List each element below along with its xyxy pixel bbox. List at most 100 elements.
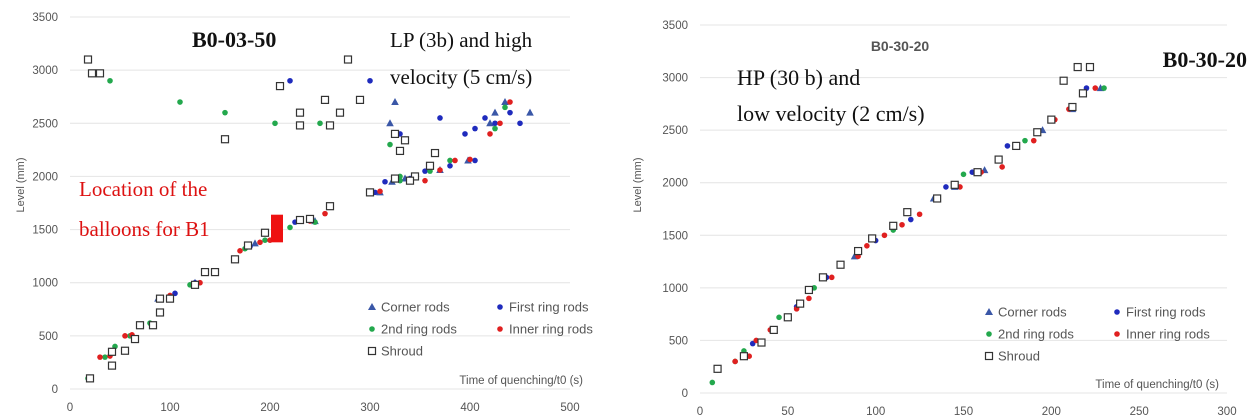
y-tick-label: 2500 — [662, 125, 688, 137]
shroud-point — [243, 241, 253, 250]
y-tick-label: 2000 — [32, 171, 58, 183]
first-rod-point — [943, 184, 949, 190]
inner-rod-point — [1092, 85, 1099, 91]
corner-rod-point — [526, 108, 534, 116]
first-rod-point — [447, 163, 453, 169]
x-tick-label: 50 — [781, 406, 794, 418]
second-rod-point — [287, 224, 293, 231]
shroud-point — [1073, 62, 1082, 72]
legend-marker-second — [369, 326, 375, 332]
right-gridlines — [700, 24, 1227, 394]
first-rod-point — [507, 109, 513, 116]
inner-rod-point — [864, 243, 870, 249]
shroud-point — [87, 69, 97, 78]
inner-rod-point — [806, 295, 812, 302]
inner-rod-point — [828, 274, 835, 281]
shroud-point — [355, 95, 365, 105]
inner-rod-point — [257, 239, 263, 246]
legend-marker-second — [986, 331, 992, 337]
shroud-point — [135, 321, 145, 330]
second-rod-point — [317, 120, 323, 127]
first-rod-point — [517, 120, 523, 127]
balloon-annotation-line2: balloons for B1 — [79, 217, 210, 241]
legend-marker-corner — [985, 308, 993, 315]
x-tick-label: 150 — [954, 406, 973, 418]
y-tick-label: 1000 — [32, 278, 58, 290]
second-rod-point — [502, 104, 508, 111]
left-subtitle-line1: LP (3b) and high — [390, 28, 533, 52]
inner-rod-point — [452, 157, 458, 164]
corner-rod-point — [491, 108, 499, 116]
legend-marker-shroud — [984, 351, 994, 361]
shroud-point — [165, 294, 175, 303]
shroud-point — [107, 361, 117, 370]
shroud-point — [390, 174, 400, 183]
balloon-annotation-line1: Location of the — [79, 177, 207, 201]
inner-rod-point — [322, 210, 328, 217]
shroud-point — [295, 108, 305, 117]
inner-rod-point — [122, 333, 128, 339]
shroud-point — [400, 136, 410, 145]
shroud-point — [148, 321, 158, 330]
shroud-point — [390, 129, 400, 139]
first-rod-point — [908, 216, 914, 223]
shroud-point — [818, 273, 828, 282]
left-y-tick-labels: 0 500 1000 1500 2000 2500 3000 3500 — [32, 12, 58, 396]
shroud-point — [853, 246, 863, 256]
shroud-point — [1085, 62, 1095, 72]
x-tick-label: 200 — [1042, 406, 1061, 418]
right-x-tick-labels: 0 50 100 150 200 250 300 — [697, 406, 1237, 418]
first-rod-point — [472, 125, 478, 132]
legend-marker-first — [1114, 309, 1120, 315]
inner-rod-point — [507, 99, 513, 105]
corner-rod-point — [501, 98, 509, 106]
x-tick-label: 300 — [1217, 406, 1236, 418]
chart-left-background — [0, 0, 620, 419]
legend-marker-first — [497, 304, 503, 310]
shroud-point — [335, 108, 345, 117]
inner-rod-point — [97, 354, 103, 360]
x-tick-label: 100 — [866, 406, 885, 418]
chart-right-background — [625, 0, 1252, 419]
left-legend: Corner rods First ring rods 2nd ring rods I… — [367, 300, 593, 359]
legend-label-shroud: Shroud — [998, 349, 1040, 364]
shroud-point — [305, 214, 315, 224]
shroud-point — [295, 121, 305, 130]
y-tick-label: 2000 — [662, 178, 688, 190]
y-tick-label: 1500 — [662, 230, 688, 242]
x-tick-label: 100 — [160, 402, 179, 414]
inner-rod-point — [467, 156, 473, 163]
shroud-point — [325, 121, 335, 130]
inner-rod-point — [899, 221, 905, 228]
legend-label-inner: Inner ring rods — [1126, 327, 1210, 342]
legend-marker-inner — [497, 326, 503, 332]
second-rod-point — [960, 171, 967, 178]
legend-label-corner: Corner rods — [381, 300, 450, 315]
second-rod-point — [776, 314, 782, 321]
first-rod-point — [382, 178, 388, 185]
corner-rod-point — [386, 119, 394, 127]
x-tick-label: 0 — [697, 406, 703, 418]
x-tick-label: 300 — [360, 402, 379, 414]
corner-rod-point — [391, 98, 399, 106]
shroud-point — [994, 155, 1003, 164]
shroud-point — [295, 215, 305, 225]
legend-label-second: 2nd ring rods — [998, 327, 1074, 342]
legend-label-first: First ring rods — [1126, 305, 1206, 320]
y-tick-label: 1000 — [662, 283, 688, 295]
second-rod-point — [107, 77, 113, 84]
shroud-point — [796, 299, 805, 308]
first-rod-point — [1004, 143, 1011, 149]
chart-left: 0 500 1000 1500 2000 2500 3000 3500 0 100 200 300 4… — [0, 0, 620, 419]
shroud-point — [325, 202, 335, 211]
second-rod-point — [709, 379, 716, 386]
second-rod-point — [222, 109, 228, 116]
right-data-points — [709, 62, 1107, 386]
x-tick-label: 250 — [1130, 406, 1149, 418]
right-legend: Corner rods First ring rods 2nd ring rods I… — [984, 305, 1210, 364]
inner-rod-point — [1030, 137, 1037, 144]
inner-rod-point — [916, 211, 923, 218]
shroud-point — [275, 81, 285, 91]
left-chart-title: B0-03-50 — [192, 27, 276, 52]
